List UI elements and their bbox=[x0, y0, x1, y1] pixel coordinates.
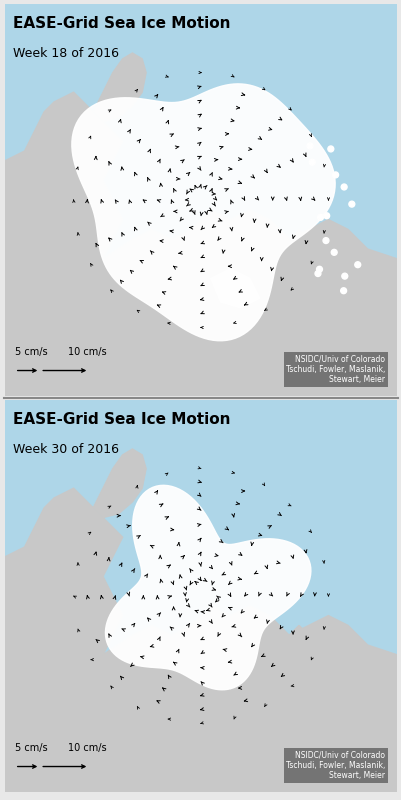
Polygon shape bbox=[5, 488, 122, 792]
Text: 5 cm/s: 5 cm/s bbox=[15, 742, 47, 753]
Circle shape bbox=[340, 184, 346, 190]
Circle shape bbox=[314, 270, 320, 277]
Text: NSIDC/Univ of Colorado
Tschudi, Fowler, Maslanik,
Stewart, Meier: NSIDC/Univ of Colorado Tschudi, Fowler, … bbox=[285, 750, 384, 780]
Polygon shape bbox=[72, 84, 334, 341]
Circle shape bbox=[308, 159, 314, 165]
Circle shape bbox=[0, 0, 401, 494]
Circle shape bbox=[341, 273, 347, 279]
Text: Week 30 of 2016: Week 30 of 2016 bbox=[13, 443, 119, 456]
Text: NSIDC/Univ of Colorado
Tschudi, Fowler, Maslanik,
Stewart, Meier: NSIDC/Univ of Colorado Tschudi, Fowler, … bbox=[285, 354, 384, 384]
Circle shape bbox=[332, 172, 338, 178]
Circle shape bbox=[340, 288, 346, 294]
Text: 10 cm/s: 10 cm/s bbox=[67, 742, 106, 753]
Circle shape bbox=[323, 213, 329, 218]
Circle shape bbox=[306, 143, 312, 149]
Polygon shape bbox=[5, 606, 396, 792]
Circle shape bbox=[327, 146, 333, 152]
Polygon shape bbox=[93, 53, 146, 122]
Text: 5 cm/s: 5 cm/s bbox=[15, 347, 47, 357]
Polygon shape bbox=[5, 210, 396, 396]
Circle shape bbox=[316, 266, 322, 272]
Circle shape bbox=[330, 250, 336, 255]
Text: 10 cm/s: 10 cm/s bbox=[67, 347, 106, 357]
Circle shape bbox=[354, 262, 360, 268]
Text: Week 18 of 2016: Week 18 of 2016 bbox=[13, 47, 119, 60]
Polygon shape bbox=[105, 486, 310, 690]
Text: EASE-Grid Sea Ice Motion: EASE-Grid Sea Ice Motion bbox=[13, 412, 230, 426]
Circle shape bbox=[322, 238, 328, 243]
Polygon shape bbox=[249, 230, 308, 347]
Circle shape bbox=[317, 214, 323, 220]
Polygon shape bbox=[5, 92, 122, 396]
Polygon shape bbox=[93, 449, 146, 518]
Circle shape bbox=[0, 302, 401, 800]
Text: EASE-Grid Sea Ice Motion: EASE-Grid Sea Ice Motion bbox=[13, 16, 230, 30]
Polygon shape bbox=[210, 269, 259, 308]
Polygon shape bbox=[249, 626, 308, 743]
Circle shape bbox=[348, 201, 354, 207]
